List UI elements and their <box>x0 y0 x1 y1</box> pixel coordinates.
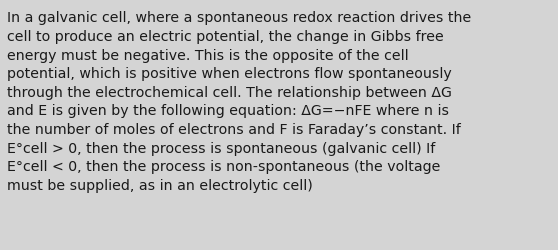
Text: In a galvanic cell, where a spontaneous redox reaction drives the
cell to produc: In a galvanic cell, where a spontaneous … <box>7 11 472 192</box>
